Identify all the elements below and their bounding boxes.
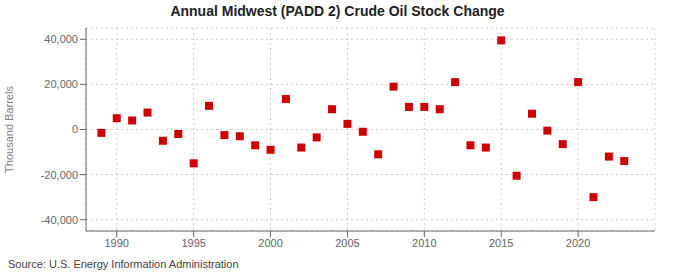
html-text:Source: U.S. Energy Informatio: Source: U.S. Energy Information Administ…: [8, 258, 239, 270]
svg-text:2015: 2015: [489, 237, 513, 249]
svg-text:20,000: 20,000: [44, 78, 78, 90]
svg-text:Thousand Barrels: Thousand Barrels: [8, 86, 15, 173]
svg-text:1995: 1995: [181, 237, 205, 249]
html-text:Annual Midwest (PADD 2) Crude: Annual Midwest (PADD 2) Crude Oil Stock …: [170, 3, 505, 19]
svg-text:-20,000: -20,000: [41, 169, 78, 181]
svg-text:-40,000: -40,000: [41, 214, 78, 226]
svg-text:2000: 2000: [258, 237, 282, 249]
svg-text:2010: 2010: [412, 237, 436, 249]
svg-text:40,000: 40,000: [44, 33, 78, 45]
svg-text:2020: 2020: [566, 237, 590, 249]
svg-text:1990: 1990: [105, 237, 129, 249]
svg-text:0: 0: [72, 123, 78, 135]
svg-text:2005: 2005: [335, 237, 359, 249]
